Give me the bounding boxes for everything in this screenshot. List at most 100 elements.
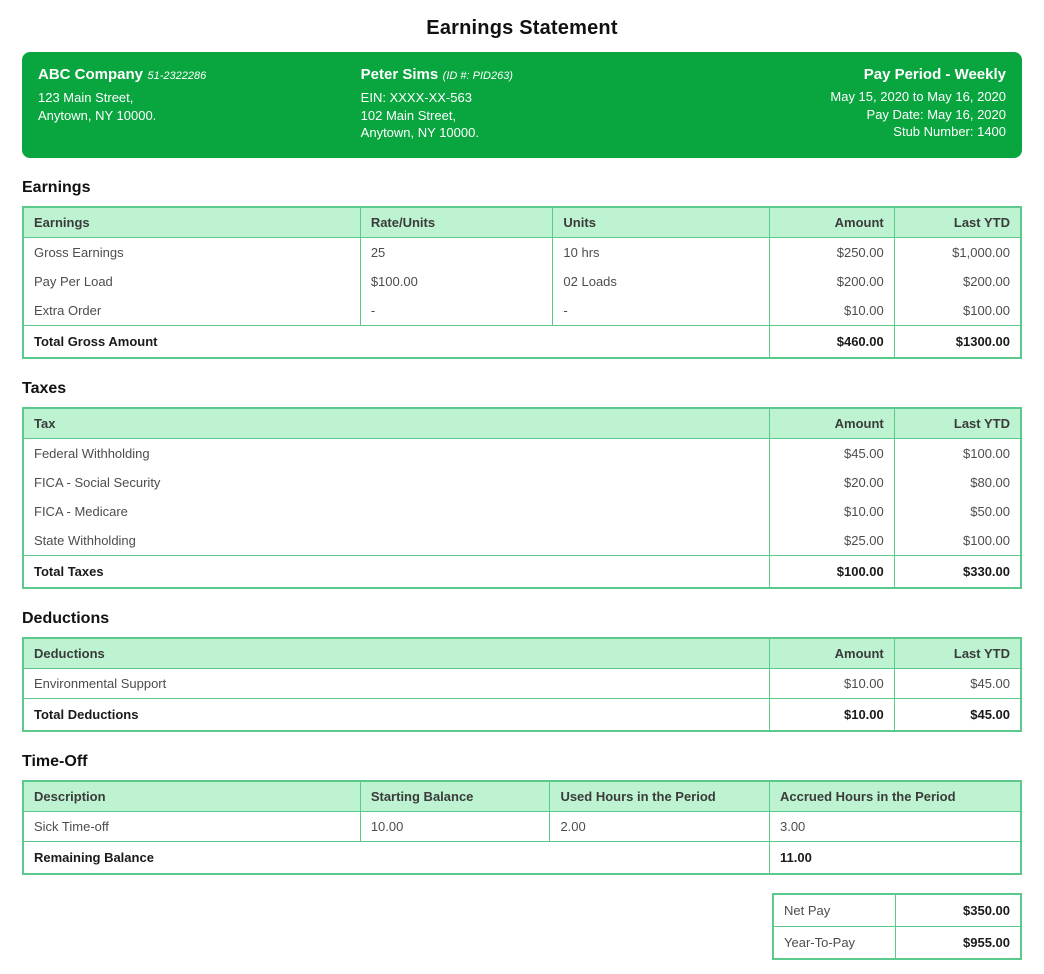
deductions-col-amount: Amount: [769, 637, 895, 669]
tax-name: FICA - Social Security: [22, 467, 770, 497]
earnings-col-rate: Rate/Units: [359, 206, 554, 238]
timeoff-col-accrued: Accrued Hours in the Period: [768, 780, 1022, 812]
table-row: Federal Withholding $45.00 $100.00: [22, 438, 1022, 468]
pay-period-title: Pay Period - Weekly: [863, 66, 1007, 83]
earnings-section-title: Earnings: [22, 178, 91, 196]
employee-address-line2: Anytown, NY 10000.: [360, 125, 479, 140]
earnings-ytd: $1,000.00: [893, 237, 1022, 267]
deductions-total-amount: $10.00: [769, 697, 895, 731]
timeoff-col-starting: Starting Balance: [359, 780, 551, 812]
company-address-line1: 123 Main Street,: [38, 90, 134, 105]
deductions-col-name: Deductions: [22, 637, 770, 669]
taxes-section-title: Taxes: [22, 379, 67, 397]
taxes-total-row: Total Taxes $100.00 $330.00: [22, 554, 1022, 588]
company-tax-id: 51-2322286: [147, 70, 207, 82]
timeoff-header-row: Description Starting Balance Used Hours …: [22, 780, 1022, 812]
timeoff-col-used: Used Hours in the Period: [549, 780, 770, 812]
earnings-total-label: Total Gross Amount: [22, 324, 770, 358]
deduction-name: Environmental Support: [22, 668, 770, 698]
deductions-header-row: Deductions Amount Last YTD: [22, 637, 1022, 669]
timeoff-table: Description Starting Balance Used Hours …: [22, 779, 1022, 875]
tax-amount: $20.00: [769, 467, 895, 497]
taxes-total-amount: $100.00: [769, 554, 895, 588]
employee-name: Peter Sims: [360, 66, 439, 83]
earnings-amount: $250.00: [768, 237, 895, 267]
company-name: ABC Company: [38, 66, 144, 83]
earnings-amount: $10.00: [768, 295, 895, 325]
statement-header-band: ABC Company 51-2322286 123 Main Street, …: [22, 52, 1022, 158]
tax-amount: $10.00: [769, 496, 895, 526]
earnings-table: Earnings Rate/Units Units Amount Last YT…: [22, 205, 1022, 359]
earnings-col-units: Units: [552, 206, 770, 238]
tax-name: Federal Withholding: [22, 438, 770, 468]
table-row: Pay Per Load $100.00 02 Loads $200.00 $2…: [22, 266, 1022, 296]
earnings-units: 10 hrs: [552, 237, 770, 267]
table-row: Sick Time-off 10.00 2.00 3.00: [22, 811, 1022, 841]
earnings-ytd: $100.00: [893, 295, 1022, 325]
earnings-total-row: Total Gross Amount $460.00 $1300.00: [22, 324, 1022, 358]
earnings-amount: $200.00: [768, 266, 895, 296]
employee-address-line1: 102 Main Street,: [360, 107, 457, 123]
earnings-units: -: [552, 295, 770, 325]
earnings-col-ytd: Last YTD: [893, 206, 1022, 238]
stub-number: Stub Number: 1400: [893, 124, 1007, 139]
pay-date: Pay Date: May 16, 2020: [866, 106, 1007, 122]
deductions-total-row: Total Deductions $10.00 $45.00: [22, 697, 1022, 731]
net-pay-summary-table: Net Pay $350.00 Year-To-Pay $955.00: [772, 892, 1022, 960]
earnings-total-ytd: $1300.00: [893, 324, 1022, 358]
net-pay-label: Net Pay: [772, 893, 896, 927]
tax-name: State Withholding: [22, 525, 770, 555]
employee-id: (ID #: PID263): [442, 70, 513, 82]
earnings-rate: -: [359, 295, 554, 325]
company-address-line2: Anytown, NY 10000.: [38, 107, 157, 123]
deductions-total-label: Total Deductions: [22, 697, 770, 731]
timeoff-used: 2.00: [549, 811, 770, 841]
tax-ytd: $50.00: [893, 496, 1022, 526]
deduction-amount: $10.00: [769, 668, 895, 698]
earnings-name: Extra Order: [22, 295, 361, 325]
earnings-total-amount: $460.00: [768, 324, 895, 358]
taxes-table: Tax Amount Last YTD Federal Withholding …: [22, 406, 1022, 589]
year-to-pay-label: Year-To-Pay: [772, 925, 896, 959]
taxes-col-amount: Amount: [769, 407, 895, 439]
taxes-total-label: Total Taxes: [22, 554, 770, 588]
table-row: State Withholding $25.00 $100.00: [22, 525, 1022, 555]
tax-ytd: $100.00: [893, 525, 1022, 555]
deduction-ytd: $45.00: [893, 668, 1022, 698]
tax-amount: $25.00: [769, 525, 895, 555]
earnings-header-row: Earnings Rate/Units Units Amount Last YT…: [22, 206, 1022, 238]
timeoff-total-row: Remaining Balance 11.00: [22, 840, 1022, 874]
year-to-pay-row: Year-To-Pay $955.00: [772, 925, 1022, 959]
taxes-col-tax: Tax: [22, 407, 770, 439]
earnings-name: Gross Earnings: [22, 237, 361, 267]
timeoff-total-value: 11.00: [768, 840, 1022, 874]
page-title: Earnings Statement: [426, 17, 618, 39]
earnings-rate: $100.00: [359, 266, 554, 296]
tax-amount: $45.00: [769, 438, 895, 468]
deductions-section-title: Deductions: [22, 609, 110, 627]
timeoff-col-description: Description: [22, 780, 361, 812]
earnings-rate: 25: [359, 237, 554, 267]
deductions-total-ytd: $45.00: [893, 697, 1022, 731]
timeoff-section-title: Time-Off: [22, 752, 88, 770]
earnings-ytd: $200.00: [893, 266, 1022, 296]
timeoff-accrued: 3.00: [768, 811, 1022, 841]
company-info: ABC Company 51-2322286 123 Main Street, …: [38, 66, 361, 142]
table-row: FICA - Medicare $10.00 $50.00: [22, 496, 1022, 526]
deductions-col-ytd: Last YTD: [893, 637, 1022, 669]
deductions-table: Deductions Amount Last YTD Environmental…: [22, 636, 1022, 732]
table-row: Environmental Support $10.00 $45.00: [22, 668, 1022, 698]
earnings-name: Pay Per Load: [22, 266, 361, 296]
timeoff-starting: 10.00: [359, 811, 551, 841]
table-row: Extra Order - - $10.00 $100.00: [22, 295, 1022, 325]
year-to-pay-value: $955.00: [894, 925, 1022, 959]
net-pay-value: $350.00: [894, 893, 1022, 927]
tax-ytd: $80.00: [893, 467, 1022, 497]
taxes-header-row: Tax Amount Last YTD: [22, 407, 1022, 439]
pay-period-info: Pay Period - Weekly May 15, 2020 to May …: [683, 66, 1006, 142]
taxes-col-ytd: Last YTD: [893, 407, 1022, 439]
table-row: FICA - Social Security $20.00 $80.00: [22, 467, 1022, 497]
employee-info: Peter Sims (ID #: PID263) EIN: XXXX-XX-5…: [361, 66, 684, 142]
earnings-col-amount: Amount: [768, 206, 895, 238]
